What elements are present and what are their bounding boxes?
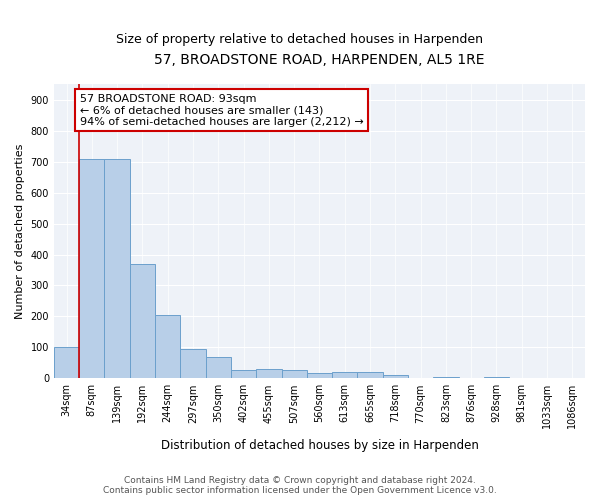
Bar	[256, 369, 281, 378]
Bar	[307, 373, 332, 378]
Bar	[358, 372, 383, 378]
Bar	[383, 375, 408, 378]
Bar	[484, 376, 509, 378]
Bar	[181, 349, 206, 378]
Bar	[79, 158, 104, 378]
Bar	[54, 348, 79, 378]
Bar	[281, 370, 307, 378]
Bar	[104, 158, 130, 378]
Text: Contains HM Land Registry data © Crown copyright and database right 2024.
Contai: Contains HM Land Registry data © Crown c…	[103, 476, 497, 495]
Text: 57 BROADSTONE ROAD: 93sqm
← 6% of detached houses are smaller (143)
94% of semi-: 57 BROADSTONE ROAD: 93sqm ← 6% of detach…	[80, 94, 364, 127]
Y-axis label: Number of detached properties: Number of detached properties	[15, 144, 25, 319]
Bar	[155, 315, 181, 378]
Text: Size of property relative to detached houses in Harpenden: Size of property relative to detached ho…	[116, 32, 484, 46]
Bar	[206, 356, 231, 378]
Bar	[332, 372, 358, 378]
Bar	[231, 370, 256, 378]
Bar	[130, 264, 155, 378]
Title: 57, BROADSTONE ROAD, HARPENDEN, AL5 1RE: 57, BROADSTONE ROAD, HARPENDEN, AL5 1RE	[154, 52, 485, 66]
X-axis label: Distribution of detached houses by size in Harpenden: Distribution of detached houses by size …	[161, 440, 478, 452]
Bar	[433, 376, 458, 378]
